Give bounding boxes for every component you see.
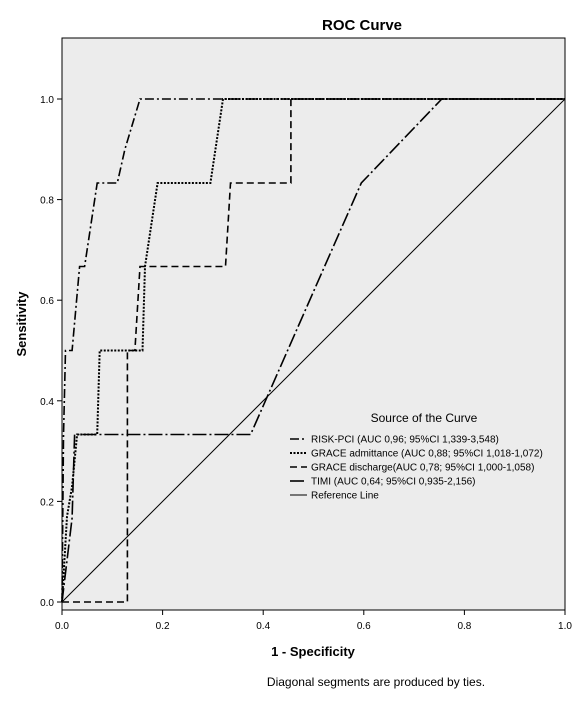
y-tick-label: 0.2 [40, 497, 54, 508]
chart-title: ROC Curve [322, 17, 402, 34]
series-line-3 [61, 98, 565, 603]
x-tick-label: 0.8 [457, 621, 471, 632]
x-tick-label: 0.2 [156, 621, 170, 632]
legend-title: Source of the Curve [371, 411, 478, 425]
y-tick-label: 0.0 [40, 598, 54, 609]
series-line-1 [61, 98, 565, 603]
x-tick-label: 0.4 [256, 621, 270, 632]
legend-item-label: GRACE admittance (AUC 0,88; 95%CI 1,018-… [311, 449, 543, 460]
legend-item-label: Reference Line [311, 491, 379, 502]
legend-item-label: TIMI (AUC 0,64; 95%CI 0,935-2,156) [311, 477, 476, 488]
legend: Source of the Curve RISK-PCI (AUC 0,96; … [290, 411, 543, 502]
y-tick-label: 0.6 [40, 296, 54, 307]
y-tick-label: 1.0 [40, 95, 54, 106]
series-line-2 [62, 98, 565, 603]
x-tick-label: 0.0 [55, 621, 69, 632]
legend-item-label: GRACE discharge(AUC 0,78; 95%CI 1,000-1,… [311, 463, 534, 474]
x-tick-label: 0.6 [357, 621, 371, 632]
x-tick-label: 1.0 [558, 621, 572, 632]
y-axis-label: Sensitivity [14, 291, 29, 357]
y-tick-label: 0.8 [40, 196, 54, 207]
legend-item-label: RISK-PCI (AUC 0,96; 95%CI 1,339-3,548) [311, 435, 499, 446]
y-tick-label: 0.4 [40, 397, 54, 408]
chart-footnote: Diagonal segments are produced by ties. [267, 675, 485, 689]
x-axis-label: 1 - Specificity [271, 644, 356, 659]
series-line-4 [61, 98, 566, 603]
plot-area [61, 37, 566, 611]
series-line-0 [61, 98, 565, 603]
